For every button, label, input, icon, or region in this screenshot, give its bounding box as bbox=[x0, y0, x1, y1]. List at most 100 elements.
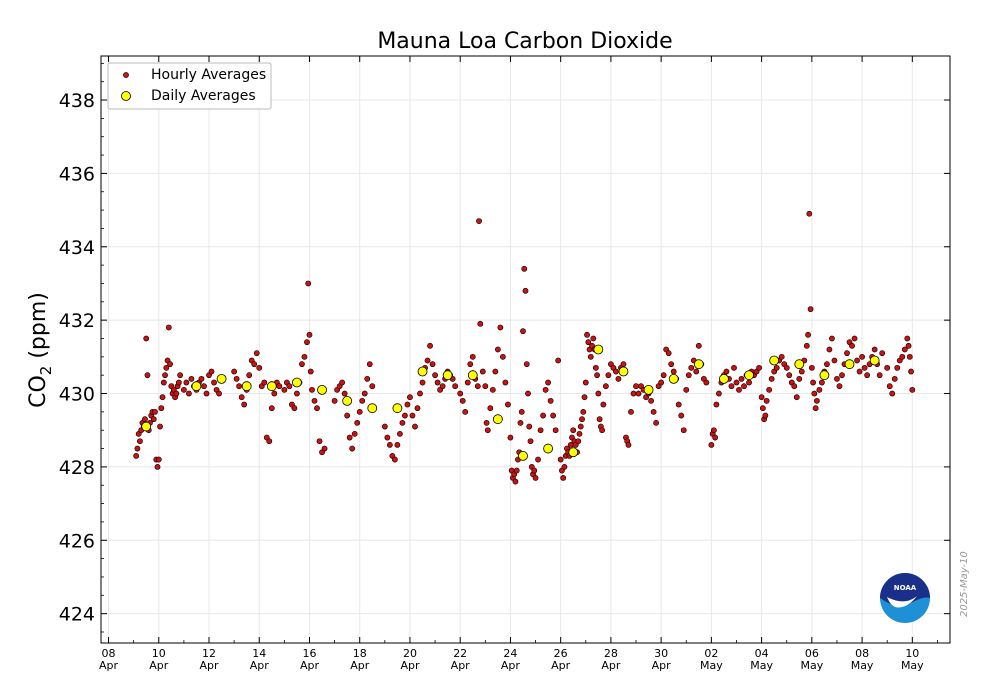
hourly-point bbox=[271, 390, 278, 397]
hourly-point bbox=[474, 383, 481, 390]
hourly-point bbox=[908, 368, 914, 375]
x-axis: 08Apr10Apr12Apr14Apr16Apr18Apr20Apr22Apr… bbox=[99, 56, 938, 672]
hourly-point bbox=[489, 386, 496, 393]
hourly-point bbox=[412, 423, 418, 430]
hourly-point bbox=[648, 397, 654, 404]
hourly-point bbox=[384, 434, 391, 441]
hourly-point bbox=[216, 390, 222, 397]
hourly-point bbox=[137, 438, 143, 445]
hourly-point bbox=[635, 390, 642, 397]
hourly-point bbox=[579, 416, 585, 423]
x-tick-label-month: Apr bbox=[199, 659, 219, 672]
hourly-point bbox=[399, 419, 406, 426]
hourly-point bbox=[291, 405, 298, 412]
hourly-point bbox=[502, 379, 509, 386]
hourly-point bbox=[464, 379, 471, 386]
hourly-point bbox=[520, 328, 526, 335]
daily-point bbox=[191, 381, 202, 392]
hourly-point bbox=[391, 456, 398, 463]
hourly-point bbox=[144, 372, 151, 379]
hourly-point bbox=[158, 405, 165, 412]
hourly-point bbox=[708, 441, 715, 448]
x-tick-label-day: 02 bbox=[704, 647, 718, 660]
y-tick-label: 430 bbox=[59, 384, 95, 406]
hourly-point bbox=[703, 379, 710, 386]
hourly-point bbox=[899, 353, 906, 360]
hourly-point bbox=[299, 361, 305, 368]
daily-point bbox=[417, 366, 428, 377]
x-tick-label-day: 08 bbox=[855, 647, 869, 660]
legend-marker-daily bbox=[121, 91, 131, 101]
y-axis: 424 426 428 430 432 434 436 438 bbox=[59, 62, 950, 633]
hourly-point bbox=[818, 379, 825, 386]
hourly-point bbox=[670, 368, 677, 375]
hourly-point bbox=[605, 372, 612, 379]
y-axis-label-main: CO bbox=[26, 375, 51, 408]
hourly-point bbox=[525, 390, 531, 397]
hourly-point bbox=[434, 379, 441, 386]
y-tick-label: 432 bbox=[59, 310, 95, 332]
daily-point bbox=[693, 359, 704, 370]
hourly-point bbox=[366, 361, 373, 368]
hourly-point bbox=[587, 353, 594, 360]
daily-point bbox=[769, 355, 780, 366]
hourly-point bbox=[596, 416, 603, 423]
hourly-point bbox=[584, 331, 590, 338]
hourly-point bbox=[552, 427, 559, 434]
x-tick-label-month: Apr bbox=[400, 659, 420, 672]
legend-box bbox=[107, 62, 272, 110]
hourly-point bbox=[580, 408, 587, 415]
hourly-point bbox=[561, 463, 568, 470]
hourly-point bbox=[810, 379, 817, 386]
hourly-point bbox=[906, 353, 913, 360]
daily-point bbox=[744, 370, 754, 381]
hourly-point bbox=[581, 394, 588, 401]
hourly-point bbox=[203, 390, 210, 397]
hourly-point bbox=[829, 335, 835, 342]
x-tick-label-month: Apr bbox=[601, 659, 621, 672]
hourly-point bbox=[159, 394, 166, 401]
hourly-point bbox=[309, 386, 315, 393]
daily-point bbox=[467, 370, 478, 381]
hourly-point bbox=[459, 397, 466, 404]
hourly-point bbox=[341, 390, 348, 397]
daily-point bbox=[216, 373, 227, 384]
daily-point bbox=[643, 384, 654, 395]
daily-point bbox=[593, 344, 604, 355]
hourly-point bbox=[452, 383, 459, 390]
hourly-point bbox=[658, 379, 665, 386]
hourly-point bbox=[851, 335, 858, 342]
x-tick-label-month: May bbox=[851, 659, 874, 672]
hourly-point bbox=[499, 353, 506, 360]
x-tick-label-month: Apr bbox=[99, 659, 119, 672]
hourly-point bbox=[301, 353, 308, 360]
hourly-point bbox=[650, 408, 657, 415]
hourly-point bbox=[513, 467, 520, 474]
hourly-point bbox=[201, 383, 207, 390]
hourly-point bbox=[316, 438, 323, 445]
hourly-averages-series bbox=[133, 210, 916, 485]
hourly-point bbox=[477, 320, 484, 327]
daily-point bbox=[518, 450, 528, 461]
hourly-point bbox=[492, 368, 499, 375]
hourly-point bbox=[173, 390, 180, 397]
hourly-point bbox=[253, 350, 260, 357]
hourly-point bbox=[620, 361, 627, 368]
x-tick-label-month: May bbox=[700, 659, 723, 672]
hourly-point bbox=[856, 368, 863, 375]
hourly-point bbox=[344, 412, 351, 419]
hourly-point bbox=[716, 390, 722, 397]
x-tick-label-month: Apr bbox=[300, 659, 320, 672]
x-tick-label-month: Apr bbox=[451, 659, 471, 672]
hourly-point bbox=[839, 372, 845, 379]
x-tick-label-day: 12 bbox=[202, 647, 216, 660]
daily-point bbox=[568, 447, 579, 458]
hourly-point bbox=[155, 456, 162, 463]
hourly-point bbox=[157, 423, 163, 430]
x-tick-label-month: Apr bbox=[149, 659, 169, 672]
hourly-point bbox=[582, 379, 589, 386]
hourly-point bbox=[414, 405, 421, 412]
hourly-point bbox=[397, 430, 403, 437]
hourly-point bbox=[762, 412, 769, 419]
